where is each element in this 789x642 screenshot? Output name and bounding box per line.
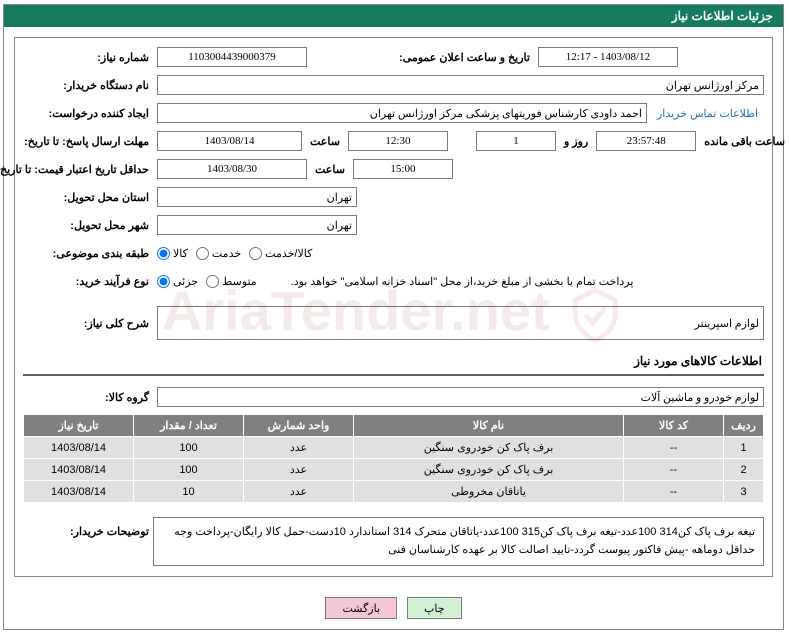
contact-link[interactable]: اطلاعات تماس خریدار: [652, 107, 765, 120]
cat-service-label: خدمت: [213, 247, 242, 260]
need-number-label: شماره نیاز:: [24, 51, 154, 64]
province-input: [158, 187, 358, 207]
process-label: نوع فرآیند خرید:: [24, 275, 154, 288]
city-input: [158, 215, 358, 235]
table-row: 1--برف پاک کن خودروی سنگینعدد1001403/08/…: [25, 437, 765, 459]
buyer-notes-box: تیغه برف پاک کن314 100عدد-تیغه برف پاک ک…: [154, 517, 765, 566]
remaining-label: ساعت باقی مانده: [701, 135, 789, 148]
process-radio-group: جزئی متوسط: [158, 275, 258, 288]
validity-date-input: [158, 159, 308, 179]
table-cell: برف پاک کن خودروی سنگین: [355, 459, 625, 481]
table-cell: عدد: [245, 437, 355, 459]
proc-partial-radio[interactable]: [158, 275, 171, 288]
table-cell: 100: [135, 459, 245, 481]
table-row: 3--یاتاقان مخروطیعدد101403/08/14: [25, 481, 765, 503]
th-row: ردیف: [725, 415, 765, 437]
province-label: استان محل تحویل:: [24, 191, 154, 204]
back-button[interactable]: بازگشت: [326, 597, 398, 619]
proc-partial-label: جزئی: [174, 275, 199, 288]
need-desc-input: [158, 306, 765, 340]
goods-group-label: گروه کالا:: [24, 391, 154, 404]
city-label: شهر محل تحویل:: [24, 219, 154, 232]
buyer-notes-label: توضیحات خریدار:: [24, 511, 154, 538]
table-row: 2--برف پاک کن خودروی سنگینعدد1001403/08/…: [25, 459, 765, 481]
announce-input: [539, 47, 679, 67]
table-cell: 1403/08/14: [25, 437, 135, 459]
panel-header: جزئیات اطلاعات نیاز: [5, 5, 784, 27]
cat-goods-radio[interactable]: [158, 247, 171, 260]
need-desc-label: شرح کلی نیاز:: [24, 317, 154, 330]
deadline-date-input: [158, 131, 303, 151]
goods-group-input: [158, 387, 765, 407]
validity-time-input: [354, 159, 454, 179]
cat-both-label: کالا/خدمت: [266, 247, 313, 260]
time-remaining-input: [597, 131, 697, 151]
table-cell: 3: [725, 481, 765, 503]
table-cell: 1403/08/14: [25, 481, 135, 503]
requester-input: [158, 103, 648, 123]
announce-label: تاریخ و ساعت اعلان عمومی:: [396, 51, 535, 64]
cat-both-radio[interactable]: [250, 247, 263, 260]
table-cell: عدد: [245, 481, 355, 503]
th-date: تاریخ نیاز: [25, 415, 135, 437]
th-qty: تعداد / مقدار: [135, 415, 245, 437]
table-cell: یاتاقان مخروطی: [355, 481, 625, 503]
time-label-2: ساعت: [312, 163, 350, 176]
print-button[interactable]: چاپ: [408, 597, 463, 619]
table-cell: 10: [135, 481, 245, 503]
table-cell: 100: [135, 437, 245, 459]
th-unit: واحد شمارش: [245, 415, 355, 437]
deadline-label: مهلت ارسال پاسخ: تا تاریخ:: [24, 135, 154, 148]
buyer-org-label: نام دستگاه خریدار:: [24, 79, 154, 92]
table-cell: برف پاک کن خودروی سنگین: [355, 437, 625, 459]
cat-goods-label: کالا: [174, 247, 189, 260]
requester-label: ایجاد کننده درخواست:: [24, 107, 154, 120]
need-number-input: [158, 47, 308, 67]
table-cell: 1403/08/14: [25, 459, 135, 481]
proc-medium-radio[interactable]: [207, 275, 220, 288]
time-label-1: ساعت: [307, 135, 345, 148]
goods-section-title: اطلاعات کالاهای مورد نیاز: [24, 346, 765, 376]
table-cell: --: [625, 437, 725, 459]
days-remaining-input: [477, 131, 557, 151]
table-cell: 2: [725, 459, 765, 481]
category-radio-group: کالا خدمت کالا/خدمت: [158, 247, 313, 260]
cat-service-radio[interactable]: [197, 247, 210, 260]
proc-medium-label: متوسط: [223, 275, 258, 288]
table-cell: عدد: [245, 459, 355, 481]
category-label: طبقه بندی موضوعی:: [24, 247, 154, 260]
goods-table: ردیف کد کالا نام کالا واحد شمارش تعداد /…: [24, 414, 765, 503]
days-and-label: روز و: [561, 135, 593, 148]
table-cell: 1: [725, 437, 765, 459]
deadline-time-input: [349, 131, 449, 151]
payment-note: پرداخت تمام یا بخشی از مبلغ خرید،از محل …: [286, 275, 641, 288]
th-name: نام کالا: [355, 415, 625, 437]
validity-label: حداقل تاریخ اعتبار قیمت: تا تاریخ:: [24, 163, 154, 176]
table-cell: --: [625, 459, 725, 481]
table-cell: --: [625, 481, 725, 503]
th-code: کد کالا: [625, 415, 725, 437]
buyer-org-input: [158, 75, 765, 95]
